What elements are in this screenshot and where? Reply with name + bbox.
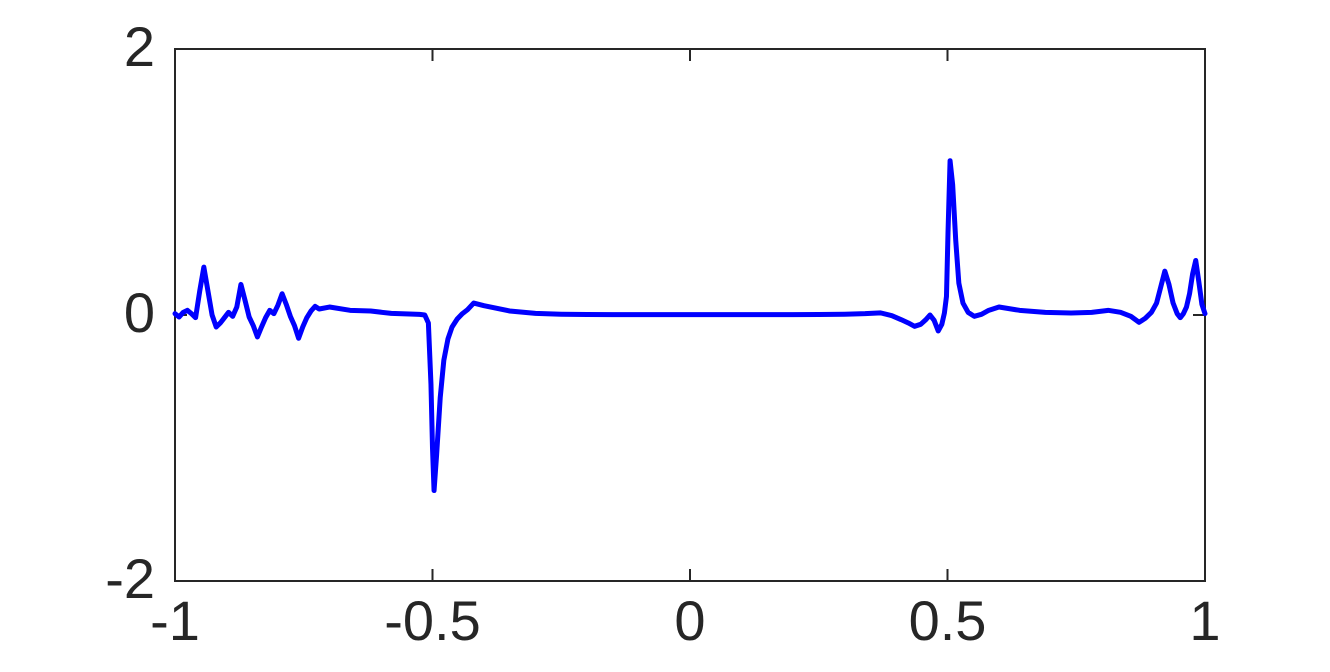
y-tick-label: 0 bbox=[123, 281, 155, 344]
x-tick-label: -1 bbox=[150, 589, 200, 652]
y-tick-label: 2 bbox=[123, 15, 155, 78]
x-tick-label: 0.5 bbox=[908, 589, 987, 652]
x-tick-label: 1 bbox=[1189, 589, 1221, 652]
y-tick-label: -2 bbox=[105, 547, 155, 610]
data-line-signal bbox=[172, 158, 1208, 494]
x-tick-label: -0.5 bbox=[384, 589, 481, 652]
x-tick-label: 0 bbox=[674, 589, 706, 652]
data-series-group bbox=[172, 158, 1208, 494]
